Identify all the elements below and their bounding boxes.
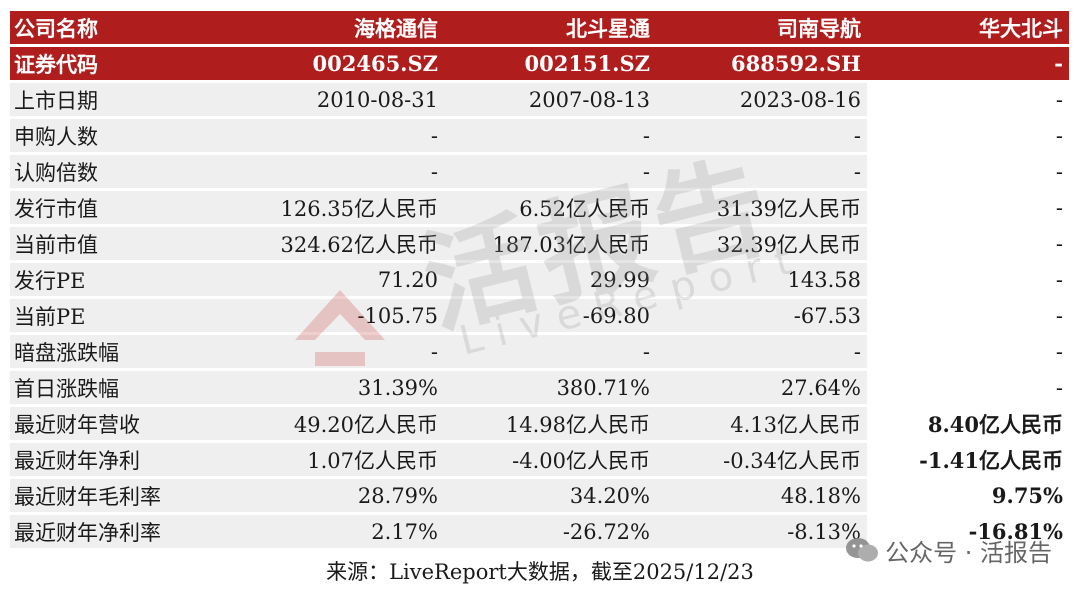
header-company-3: 司南导航 bbox=[656, 11, 867, 44]
row-value-1: - bbox=[220, 119, 444, 152]
row-label: 认购倍数 bbox=[10, 155, 220, 188]
row-value-1: 1.07亿人民币 bbox=[220, 443, 444, 476]
row-value-2: 29.99 bbox=[444, 263, 656, 296]
row-value-2: 2007-08-13 bbox=[444, 83, 656, 116]
row-label: 发行市值 bbox=[10, 191, 220, 224]
row-value-1: 31.39% bbox=[220, 371, 444, 404]
table-row: 当前市值 324.62亿人民币 187.03亿人民币 32.39亿人民币 - bbox=[10, 227, 1069, 260]
row-value-2: 380.71% bbox=[444, 371, 656, 404]
row-value-3: 32.39亿人民币 bbox=[656, 227, 867, 260]
row-value-3: -8.13% bbox=[656, 515, 867, 548]
row-value-4: - bbox=[867, 83, 1069, 116]
row-value-4: - bbox=[867, 191, 1069, 224]
row-value-4: - bbox=[867, 371, 1069, 404]
row-value-2: - bbox=[444, 155, 656, 188]
row-value-3: - bbox=[656, 119, 867, 152]
row-label: 上市日期 bbox=[10, 83, 220, 116]
header-label-company: 公司名称 bbox=[10, 11, 220, 44]
table-row: 最近财年毛利率 28.79% 34.20% 48.18% 9.75% bbox=[10, 479, 1069, 512]
row-label: 当前市值 bbox=[10, 227, 220, 260]
row-value-2: 14.98亿人民币 bbox=[444, 407, 656, 440]
row-value-3: 2023-08-16 bbox=[656, 83, 867, 116]
header-code-4: - bbox=[867, 47, 1069, 80]
row-value-1: 126.35亿人民币 bbox=[220, 191, 444, 224]
header-company-2: 北斗星通 bbox=[444, 11, 656, 44]
row-value-1: 49.20亿人民币 bbox=[220, 407, 444, 440]
row-label: 首日涨跌幅 bbox=[10, 371, 220, 404]
row-value-2: -26.72% bbox=[444, 515, 656, 548]
row-value-1: 324.62亿人民币 bbox=[220, 227, 444, 260]
row-value-1: 2.17% bbox=[220, 515, 444, 548]
source-note: 来源：LiveReport大数据，截至2025/12/23 bbox=[326, 560, 754, 584]
row-value-1: 71.20 bbox=[220, 263, 444, 296]
row-label: 当前PE bbox=[10, 299, 220, 332]
row-value-1: -105.75 bbox=[220, 299, 444, 332]
header-row-code: 证券代码 002465.SZ 002151.SZ 688592.SH - bbox=[10, 47, 1069, 80]
table-row: 最近财年营收 49.20亿人民币 14.98亿人民币 4.13亿人民币 8.40亿人民币 bbox=[10, 407, 1069, 440]
row-label: 最近财年毛利率 bbox=[10, 479, 220, 512]
row-value-1: - bbox=[220, 155, 444, 188]
row-value-4: - bbox=[867, 155, 1069, 188]
row-value-2: 34.20% bbox=[444, 479, 656, 512]
table-row: 申购人数 - - - - bbox=[10, 119, 1069, 152]
table-row: 上市日期 2010-08-31 2007-08-13 2023-08-16- bbox=[10, 83, 1069, 116]
row-value-2: - bbox=[444, 119, 656, 152]
row-value-2: 187.03亿人民币 bbox=[444, 227, 656, 260]
header-code-2: 002151.SZ bbox=[444, 47, 656, 80]
wechat-account-tag: 公众号 · 活报告 bbox=[845, 534, 1052, 567]
comparison-table: 公司名称 海格通信 北斗星通 司南导航 华大北斗 证券代码 002465.SZ … bbox=[10, 8, 1069, 551]
row-value-3: -0.34亿人民币 bbox=[656, 443, 867, 476]
row-value-3: - bbox=[656, 335, 867, 368]
row-label: 最近财年净利率 bbox=[10, 515, 220, 548]
table-row: 发行市值 126.35亿人民币 6.52亿人民币 31.39亿人民币 - bbox=[10, 191, 1069, 224]
row-value-4: -16.81% bbox=[867, 515, 1069, 548]
row-value-1: - bbox=[220, 335, 444, 368]
table-row: 当前PE -105.75 -69.80 -67.53- bbox=[10, 299, 1069, 332]
header-code-1: 002465.SZ bbox=[220, 47, 444, 80]
row-value-1: 2010-08-31 bbox=[220, 83, 444, 116]
row-value-4: -1.41亿人民币 bbox=[867, 443, 1069, 476]
header-company-4: 华大北斗 bbox=[867, 11, 1069, 44]
row-value-1: 28.79% bbox=[220, 479, 444, 512]
wechat-account-label: 公众号 · 活报告 bbox=[885, 538, 1052, 567]
table-row: 发行PE 71.20 29.99 143.58- bbox=[10, 263, 1069, 296]
row-value-2: -69.80 bbox=[444, 299, 656, 332]
row-value-4: - bbox=[867, 227, 1069, 260]
row-value-2: - bbox=[444, 335, 656, 368]
row-value-4: - bbox=[867, 299, 1069, 332]
row-value-3: 48.18% bbox=[656, 479, 867, 512]
header-code-3: 688592.SH bbox=[656, 47, 867, 80]
row-label: 发行PE bbox=[10, 263, 220, 296]
row-value-3: - bbox=[656, 155, 867, 188]
row-value-3: 27.64% bbox=[656, 371, 867, 404]
wechat-icon bbox=[846, 538, 879, 562]
row-value-4: - bbox=[867, 119, 1069, 152]
row-value-3: 31.39亿人民币 bbox=[656, 191, 867, 224]
table-row: 认购倍数 - - - - bbox=[10, 155, 1069, 188]
row-value-3: -67.53 bbox=[656, 299, 867, 332]
row-label: 最近财年净利 bbox=[10, 443, 220, 476]
row-value-4: 9.75% bbox=[867, 479, 1069, 512]
row-value-2: 6.52亿人民币 bbox=[444, 191, 656, 224]
row-value-4: 8.40亿人民币 bbox=[867, 407, 1069, 440]
header-company-1: 海格通信 bbox=[220, 11, 444, 44]
table-row: 首日涨跌幅 31.39% 380.71% 27.64% - bbox=[10, 371, 1069, 404]
row-value-2: -4.00亿人民币 bbox=[444, 443, 656, 476]
table-row: 暗盘涨跌幅 - - - - bbox=[10, 335, 1069, 368]
header-label-code: 证券代码 bbox=[10, 47, 220, 80]
header-row-company: 公司名称 海格通信 北斗星通 司南导航 华大北斗 bbox=[10, 11, 1069, 44]
row-value-4: - bbox=[867, 263, 1069, 296]
row-value-4: - bbox=[867, 335, 1069, 368]
row-label: 最近财年营收 bbox=[10, 407, 220, 440]
row-value-3: 4.13亿人民币 bbox=[656, 407, 867, 440]
row-value-3: 143.58 bbox=[656, 263, 867, 296]
row-label: 暗盘涨跌幅 bbox=[10, 335, 220, 368]
table-row: 最近财年净利率 2.17% -26.72% -8.13% -16.81% bbox=[10, 515, 1069, 548]
row-label: 申购人数 bbox=[10, 119, 220, 152]
table-row: 最近财年净利 1.07亿人民币 -4.00亿人民币 -0.34亿人民币 -1.41亿人民… bbox=[10, 443, 1069, 476]
